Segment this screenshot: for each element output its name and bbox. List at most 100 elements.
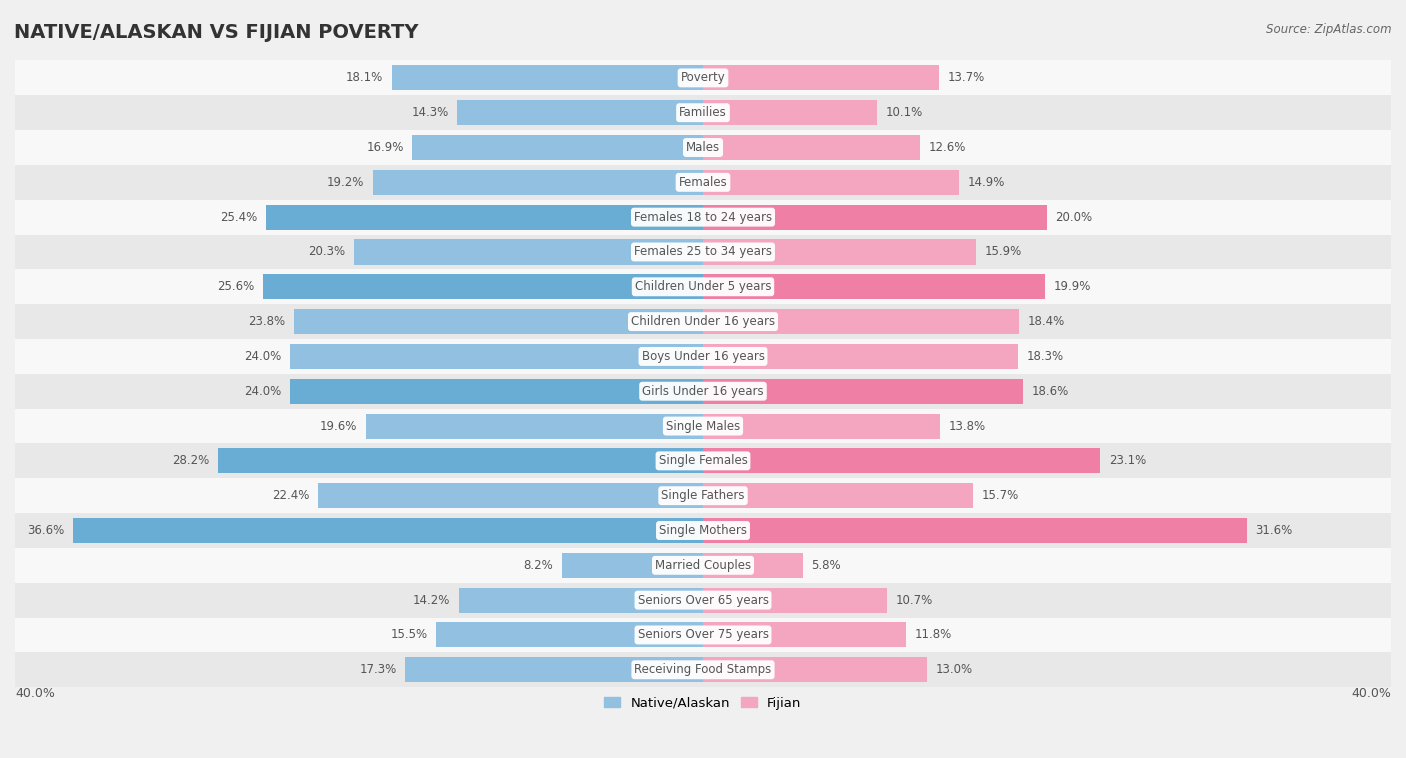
Bar <box>703 344 1018 369</box>
Text: 19.6%: 19.6% <box>321 419 357 433</box>
Bar <box>266 205 703 230</box>
Bar <box>703 135 920 160</box>
Text: 19.2%: 19.2% <box>326 176 364 189</box>
Bar <box>15 443 1391 478</box>
Text: Families: Families <box>679 106 727 119</box>
Bar <box>405 657 703 682</box>
Bar <box>15 618 1391 653</box>
Bar <box>290 379 703 404</box>
Text: Girls Under 16 years: Girls Under 16 years <box>643 385 763 398</box>
Text: 40.0%: 40.0% <box>1351 688 1391 700</box>
Bar <box>15 130 1391 165</box>
Text: Males: Males <box>686 141 720 154</box>
Bar <box>703 240 977 265</box>
Bar <box>562 553 703 578</box>
Bar <box>15 339 1391 374</box>
Text: 15.5%: 15.5% <box>391 628 427 641</box>
Text: 17.3%: 17.3% <box>360 663 396 676</box>
Bar <box>392 65 703 90</box>
Text: Females 25 to 34 years: Females 25 to 34 years <box>634 246 772 258</box>
Bar <box>703 274 1045 299</box>
Bar <box>218 448 703 474</box>
Bar <box>294 309 703 334</box>
Bar <box>373 170 703 195</box>
Bar <box>15 478 1391 513</box>
Text: Source: ZipAtlas.com: Source: ZipAtlas.com <box>1267 23 1392 36</box>
Text: 18.6%: 18.6% <box>1032 385 1069 398</box>
Text: Single Mothers: Single Mothers <box>659 524 747 537</box>
Text: 25.6%: 25.6% <box>217 280 254 293</box>
Text: 13.7%: 13.7% <box>948 71 984 84</box>
Text: 24.0%: 24.0% <box>245 350 281 363</box>
Text: NATIVE/ALASKAN VS FIJIAN POVERTY: NATIVE/ALASKAN VS FIJIAN POVERTY <box>14 23 419 42</box>
Bar <box>73 518 703 543</box>
Text: 15.7%: 15.7% <box>981 489 1019 503</box>
Bar <box>263 274 703 299</box>
Bar <box>15 374 1391 409</box>
Bar <box>412 135 703 160</box>
Text: 13.8%: 13.8% <box>949 419 986 433</box>
Text: 5.8%: 5.8% <box>811 559 841 572</box>
Text: 10.1%: 10.1% <box>886 106 922 119</box>
Bar <box>15 548 1391 583</box>
Bar <box>703 657 927 682</box>
Bar <box>436 622 703 647</box>
Text: 10.7%: 10.7% <box>896 594 934 606</box>
Bar <box>15 165 1391 200</box>
Bar <box>703 65 939 90</box>
Text: Married Couples: Married Couples <box>655 559 751 572</box>
Bar <box>703 448 1101 474</box>
Text: 25.4%: 25.4% <box>221 211 257 224</box>
Text: Females 18 to 24 years: Females 18 to 24 years <box>634 211 772 224</box>
Text: 24.0%: 24.0% <box>245 385 281 398</box>
Bar <box>15 61 1391 96</box>
Text: 40.0%: 40.0% <box>15 688 55 700</box>
Text: Seniors Over 75 years: Seniors Over 75 years <box>637 628 769 641</box>
Text: 20.3%: 20.3% <box>308 246 346 258</box>
Text: 18.4%: 18.4% <box>1028 315 1066 328</box>
Bar <box>703 483 973 508</box>
Bar <box>290 344 703 369</box>
Text: 31.6%: 31.6% <box>1256 524 1292 537</box>
Bar <box>703 309 1019 334</box>
Bar <box>366 414 703 439</box>
Text: 18.3%: 18.3% <box>1026 350 1063 363</box>
Bar <box>703 379 1024 404</box>
Text: 14.3%: 14.3% <box>411 106 449 119</box>
Bar <box>703 587 887 612</box>
Text: 22.4%: 22.4% <box>271 489 309 503</box>
Bar <box>703 205 1047 230</box>
Text: 36.6%: 36.6% <box>28 524 65 537</box>
Bar <box>703 553 803 578</box>
Text: 23.1%: 23.1% <box>1109 454 1146 468</box>
Bar <box>15 96 1391 130</box>
Text: 14.9%: 14.9% <box>967 176 1005 189</box>
Bar <box>703 414 941 439</box>
Text: 23.8%: 23.8% <box>247 315 285 328</box>
Bar <box>354 240 703 265</box>
Text: Females: Females <box>679 176 727 189</box>
Bar <box>15 200 1391 234</box>
Bar <box>15 304 1391 339</box>
Text: Children Under 16 years: Children Under 16 years <box>631 315 775 328</box>
Bar <box>703 100 877 125</box>
Bar <box>15 583 1391 618</box>
Bar <box>703 518 1247 543</box>
Bar <box>458 587 703 612</box>
Text: 14.2%: 14.2% <box>413 594 450 606</box>
Text: 18.1%: 18.1% <box>346 71 382 84</box>
Bar <box>15 409 1391 443</box>
Text: 12.6%: 12.6% <box>928 141 966 154</box>
Bar <box>15 269 1391 304</box>
Text: 11.8%: 11.8% <box>914 628 952 641</box>
Text: 16.9%: 16.9% <box>367 141 404 154</box>
Text: 20.0%: 20.0% <box>1056 211 1092 224</box>
Text: 15.9%: 15.9% <box>986 246 1022 258</box>
Text: 8.2%: 8.2% <box>523 559 554 572</box>
Text: Boys Under 16 years: Boys Under 16 years <box>641 350 765 363</box>
Text: Single Females: Single Females <box>658 454 748 468</box>
Bar <box>318 483 703 508</box>
Bar <box>703 622 905 647</box>
Text: Poverty: Poverty <box>681 71 725 84</box>
Text: Seniors Over 65 years: Seniors Over 65 years <box>637 594 769 606</box>
